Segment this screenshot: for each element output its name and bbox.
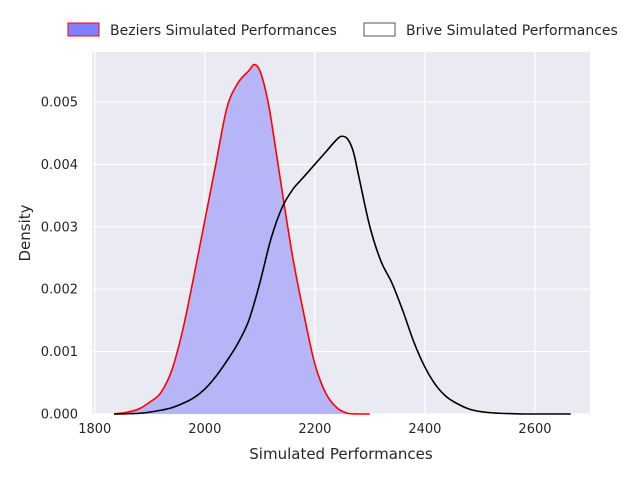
series-layer (113, 63, 571, 415)
x-axis-ticks: 1800 2000 2200 2400 2600 (78, 422, 551, 437)
y-tick-label: 0.001 (41, 345, 78, 360)
plot-background (92, 52, 590, 414)
y-axis-title: Density (16, 204, 34, 261)
x-tick-label: 1800 (78, 422, 111, 437)
x-tick-label: 2600 (518, 422, 551, 437)
beziers-density-line (113, 63, 370, 415)
beziers-legend-swatch (67, 22, 100, 37)
y-tick-label: 0.005 (41, 95, 78, 110)
x-axis-title: Simulated Performances (249, 445, 433, 463)
brive-legend-label: Brive Simulated Performances (406, 23, 618, 39)
y-tick-label: 0.002 (41, 283, 78, 298)
x-tick-label: 2200 (298, 422, 331, 437)
y-tick-label: 0.003 (41, 220, 78, 235)
y-axis-ticks: 0.000 0.001 0.002 0.003 0.004 0.005 (41, 95, 78, 422)
brive-density-line (113, 135, 571, 415)
legend: Beziers Simulated Performances Brive Simu… (67, 22, 618, 39)
x-tick-label: 2000 (188, 422, 221, 437)
y-tick-label: 0.000 (41, 408, 78, 423)
x-tick-label: 2400 (408, 422, 441, 437)
beziers-legend-label: Beziers Simulated Performances (110, 23, 337, 39)
brive-legend-swatch (363, 22, 396, 37)
y-tick-label: 0.004 (41, 158, 78, 173)
